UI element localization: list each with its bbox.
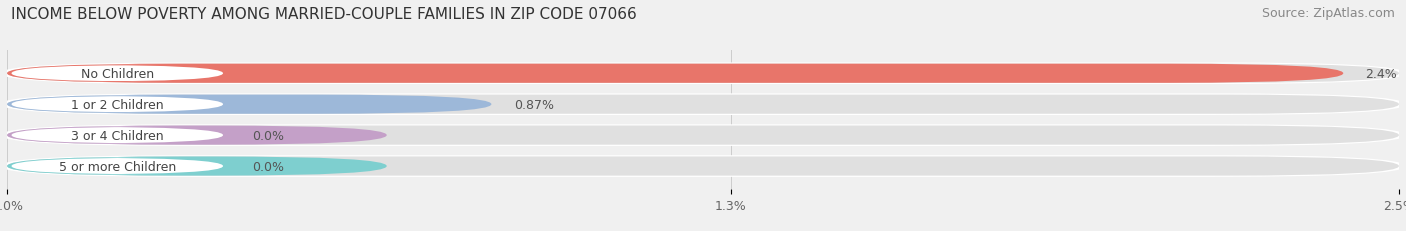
Text: 0.0%: 0.0% — [252, 129, 284, 142]
FancyBboxPatch shape — [1, 125, 1405, 146]
Text: 5 or more Children: 5 or more Children — [59, 160, 176, 173]
Text: 1 or 2 Children: 1 or 2 Children — [70, 98, 163, 111]
Text: 0.0%: 0.0% — [252, 160, 284, 173]
FancyBboxPatch shape — [7, 157, 1399, 176]
Text: No Children: No Children — [80, 67, 153, 80]
Text: 0.87%: 0.87% — [513, 98, 554, 111]
FancyBboxPatch shape — [7, 126, 387, 145]
FancyBboxPatch shape — [7, 64, 1343, 83]
FancyBboxPatch shape — [7, 157, 387, 176]
FancyBboxPatch shape — [7, 95, 1399, 114]
FancyBboxPatch shape — [7, 95, 492, 114]
Text: 3 or 4 Children: 3 or 4 Children — [70, 129, 163, 142]
Text: INCOME BELOW POVERTY AMONG MARRIED-COUPLE FAMILIES IN ZIP CODE 07066: INCOME BELOW POVERTY AMONG MARRIED-COUPL… — [11, 7, 637, 22]
FancyBboxPatch shape — [1, 94, 1405, 116]
FancyBboxPatch shape — [7, 126, 1399, 145]
FancyBboxPatch shape — [1, 155, 1405, 177]
Text: 2.4%: 2.4% — [1365, 67, 1398, 80]
FancyBboxPatch shape — [1, 63, 1405, 85]
FancyBboxPatch shape — [11, 66, 224, 82]
FancyBboxPatch shape — [7, 64, 1399, 83]
FancyBboxPatch shape — [11, 158, 224, 175]
FancyBboxPatch shape — [11, 127, 224, 144]
Text: Source: ZipAtlas.com: Source: ZipAtlas.com — [1261, 7, 1395, 20]
FancyBboxPatch shape — [11, 96, 224, 113]
